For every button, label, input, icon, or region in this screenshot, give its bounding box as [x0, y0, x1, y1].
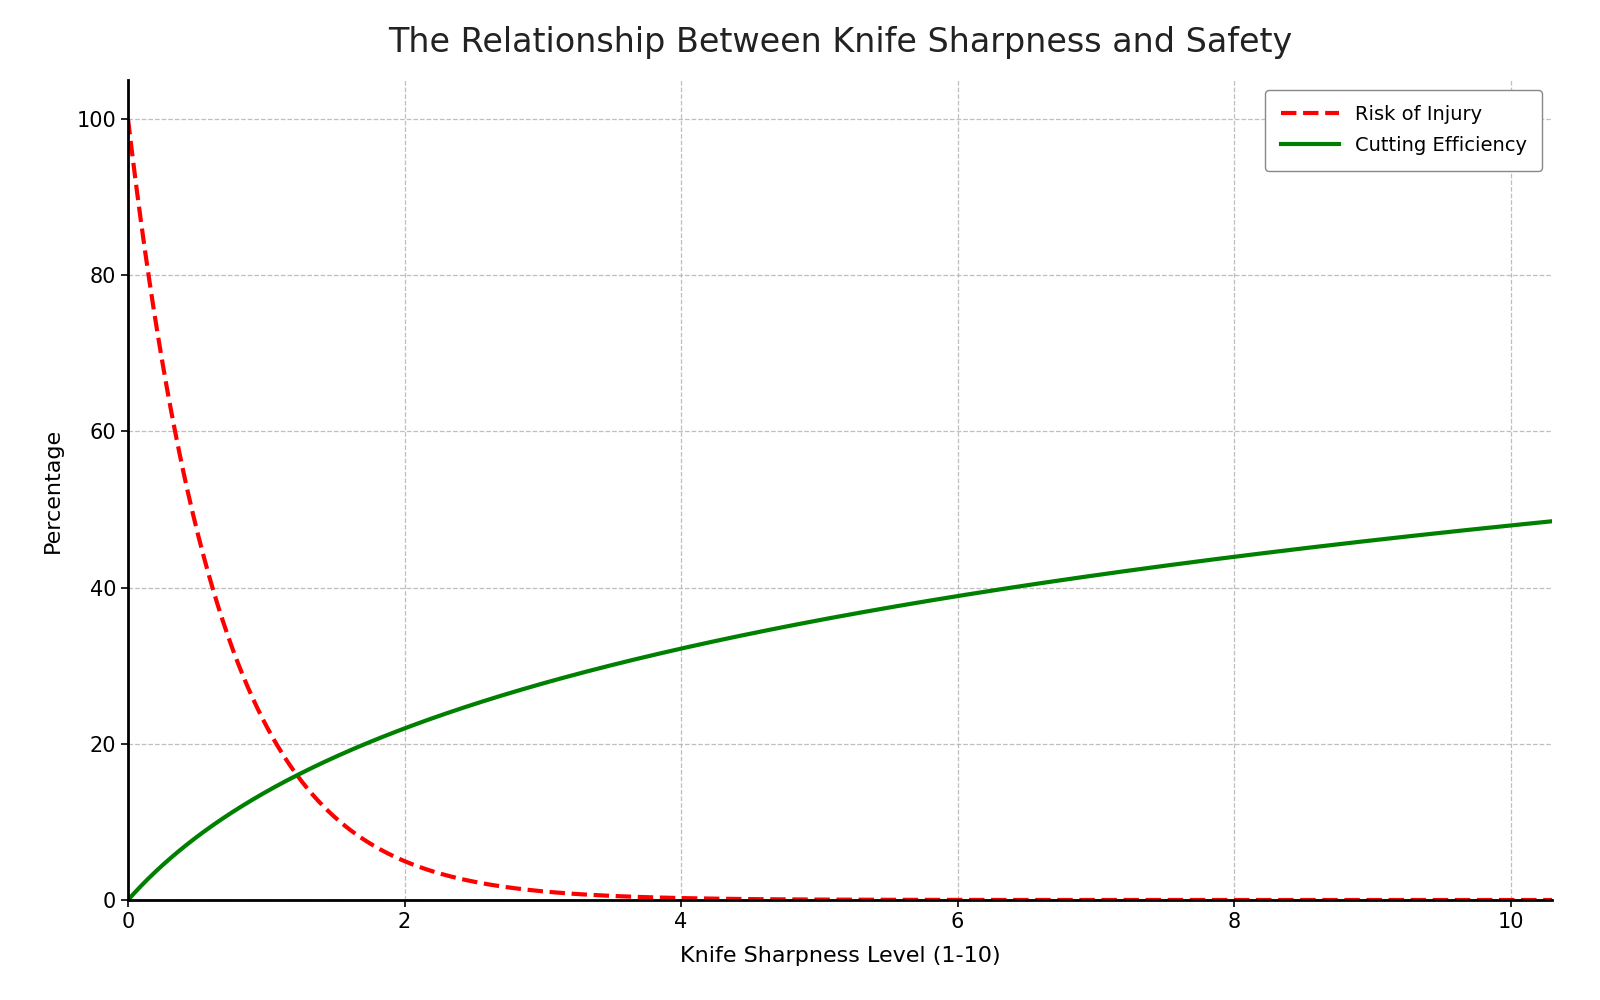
Cutting Efficiency	[190, 828, 210, 840]
X-axis label: Knife Sharpness Level (1-10): Knife Sharpness Level (1-10)	[680, 946, 1000, 966]
Cutting Efficiency	[1501, 520, 1520, 532]
Cutting Efficiency	[1542, 515, 1562, 527]
Line: Cutting Efficiency: Cutting Efficiency	[128, 521, 1552, 900]
Risk of Injury	[1501, 894, 1520, 906]
Legend: Risk of Injury, Cutting Efficiency: Risk of Injury, Cutting Efficiency	[1266, 90, 1542, 170]
Title: The Relationship Between Knife Sharpness and Safety: The Relationship Between Knife Sharpness…	[387, 26, 1293, 59]
Risk of Injury	[773, 893, 792, 905]
Cutting Efficiency	[773, 621, 792, 633]
Cutting Efficiency	[811, 614, 830, 626]
Line: Risk of Injury: Risk of Injury	[128, 119, 1552, 900]
Risk of Injury	[811, 894, 830, 906]
Risk of Injury	[1542, 894, 1562, 906]
Cutting Efficiency	[118, 894, 138, 906]
Cutting Efficiency	[1240, 549, 1259, 561]
Cutting Efficiency	[1501, 519, 1520, 531]
Risk of Injury	[118, 113, 138, 125]
Y-axis label: Percentage: Percentage	[43, 427, 62, 553]
Risk of Injury	[190, 539, 210, 551]
Risk of Injury	[1240, 894, 1259, 906]
Risk of Injury	[1501, 894, 1520, 906]
